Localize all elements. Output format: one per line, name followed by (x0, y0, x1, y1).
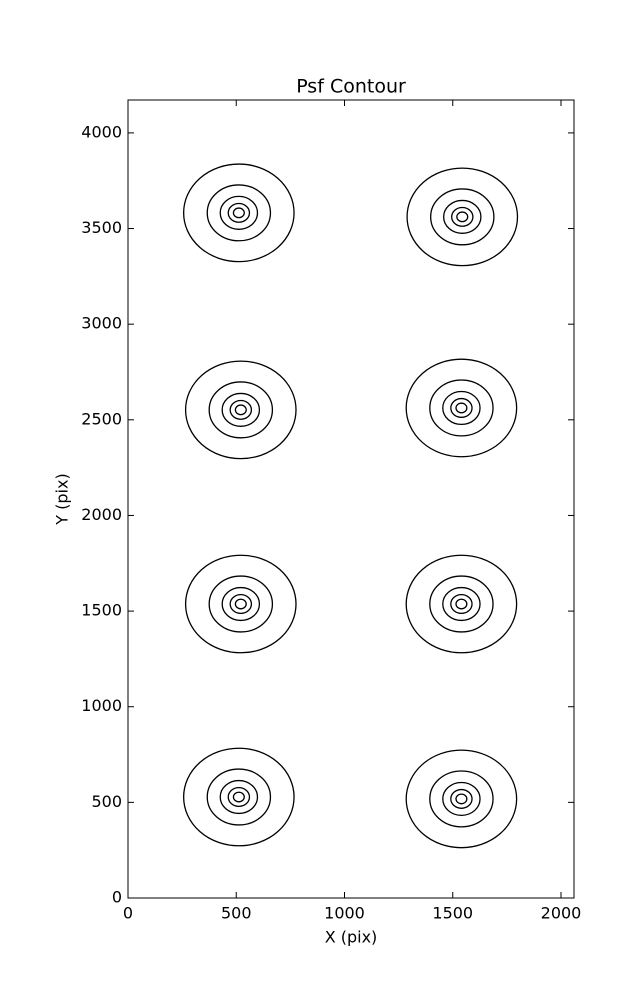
contour-line (450, 397, 473, 418)
contour-line (229, 399, 253, 420)
y-tick-label: 2000 (81, 505, 122, 524)
contour-line (455, 793, 468, 805)
x-tick-label: 1500 (432, 904, 473, 923)
x-axis-label: X (pix) (325, 928, 378, 947)
y-tick-label: 2500 (81, 409, 122, 428)
contour-line (182, 163, 295, 263)
contour-line (208, 381, 274, 439)
x-tick-label: 1000 (324, 904, 365, 923)
contour-line (429, 575, 494, 633)
contour-line (219, 195, 259, 230)
contour-line (227, 202, 251, 223)
y-axis-label: Y (pix) (53, 473, 72, 525)
contour-line (451, 206, 474, 227)
contour-line (442, 781, 481, 817)
contour-line (184, 554, 297, 654)
x-tick-label: 500 (221, 904, 252, 923)
contour-line (442, 586, 481, 622)
x-tick-label: 2000 (541, 904, 582, 923)
contour-line (227, 786, 251, 808)
contour-line (429, 770, 494, 828)
contour-line (405, 358, 518, 458)
contour-line (232, 791, 245, 803)
y-tick-label: 3500 (81, 218, 122, 237)
contour-line (221, 392, 261, 427)
contour-line (234, 404, 247, 416)
contour-line (219, 779, 259, 815)
contour-line (184, 360, 297, 460)
contour-line (221, 586, 261, 622)
y-tick-label: 1500 (81, 601, 122, 620)
contour-line (455, 402, 468, 414)
contour-line (429, 379, 494, 437)
contour-line (455, 598, 468, 610)
y-tick-label: 1000 (81, 696, 122, 715)
contour-line (405, 554, 518, 654)
y-tick-label: 0 (112, 888, 122, 907)
chart-title: Psf Contour (296, 76, 406, 98)
x-tick-label: 0 (123, 904, 133, 923)
contour-line (206, 184, 272, 242)
contour-line (232, 207, 245, 219)
contour-line (406, 167, 519, 267)
contour-line (450, 593, 473, 615)
contour-line (443, 199, 482, 234)
contour-line (450, 788, 473, 809)
y-tick-label: 4000 (81, 122, 122, 141)
contour-line (442, 390, 481, 426)
y-tick-label: 500 (91, 792, 122, 811)
y-tick-label: 3000 (81, 314, 122, 333)
contour-line (430, 188, 495, 246)
contour-line (405, 749, 518, 849)
contour-line (229, 593, 253, 615)
contour-line (208, 575, 274, 633)
contour-line (456, 211, 469, 223)
contour-line (234, 598, 247, 610)
contour-line (182, 747, 295, 847)
contour-line (206, 768, 272, 826)
plot-frame (127, 99, 575, 899)
